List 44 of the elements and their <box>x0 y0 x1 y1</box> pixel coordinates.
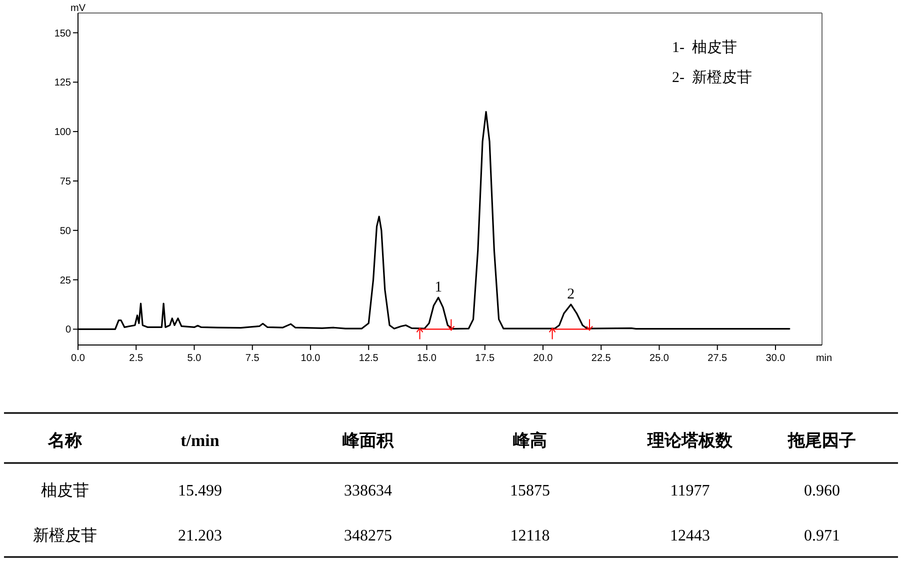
text: 15875 <box>510 482 550 500</box>
text: 新橙皮苷 <box>33 526 97 545</box>
y-tick-label: 25 <box>60 275 72 286</box>
text: t/min <box>180 430 220 450</box>
text: 0.960 <box>804 482 840 500</box>
text: 12443 <box>670 528 710 545</box>
text: 0.971 <box>804 528 840 545</box>
x-axis-title: min <box>816 353 832 364</box>
x-tick-label: 22.5 <box>591 353 612 364</box>
x-tick-label: 12.5 <box>358 353 379 364</box>
y-tick-label: 125 <box>54 78 72 89</box>
x-tick-label: 20.0 <box>533 353 554 364</box>
annotation: 2- 新橙皮苷 <box>672 69 752 86</box>
x-tick-label: 17.5 <box>475 353 496 364</box>
y-tick-label: 100 <box>54 127 72 138</box>
text: 11977 <box>670 482 710 500</box>
x-tick-label: 15.0 <box>417 353 437 364</box>
x-tick-label: 0.0 <box>71 353 86 364</box>
text: 理论塔板数 <box>646 430 734 450</box>
y-tick-label: 0 <box>65 324 72 336</box>
text: 峰高 <box>513 430 547 450</box>
text: 12118 <box>510 528 550 545</box>
annotation: 1- 柚皮苷 <box>672 39 737 56</box>
text: 15.499 <box>178 482 222 500</box>
text: 名称 <box>47 430 82 450</box>
x-tick-label: 27.5 <box>708 353 728 364</box>
text: 柚皮苷 <box>41 482 89 500</box>
text: 拖尾因子 <box>787 430 856 450</box>
annotation: 2 <box>567 286 575 302</box>
x-tick-label: 25.0 <box>650 353 670 364</box>
y-tick-label: 75 <box>60 176 72 188</box>
y-axis-title: mV <box>70 3 86 14</box>
y-tick-label: 150 <box>54 28 72 40</box>
x-tick-label: 2.5 <box>129 353 144 364</box>
x-tick-label: 5.0 <box>187 353 202 364</box>
annotation: 1 <box>434 280 442 296</box>
x-tick-label: 30.0 <box>766 353 786 364</box>
text: 338634 <box>344 482 392 500</box>
text: 峰面积 <box>342 430 394 450</box>
x-tick-label: 7.5 <box>245 353 260 364</box>
text: 21.203 <box>178 528 222 545</box>
x-tick-label: 10.0 <box>300 353 321 364</box>
y-tick-label: 50 <box>60 226 72 237</box>
text: 348275 <box>344 528 392 545</box>
